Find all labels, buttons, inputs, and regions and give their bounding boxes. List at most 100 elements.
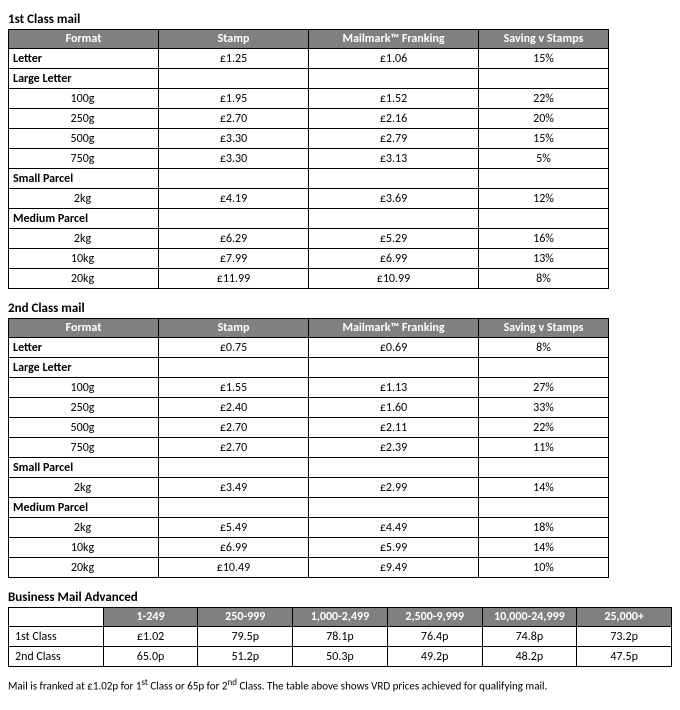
stamp-cell: £5.49	[159, 518, 309, 538]
franking-cell: £5.99	[309, 538, 479, 558]
weight-label: 10kg	[9, 249, 159, 269]
col-range-3: 1,000-2,499	[293, 608, 388, 627]
saving-cell: 8%	[479, 269, 609, 289]
table-row: 750g£3.30£3.135%	[9, 149, 609, 169]
weight-label: 100g	[9, 378, 159, 398]
second-class-title: 2nd Class mail	[8, 301, 672, 316]
table-row: 2kg£3.49£2.9914%	[9, 478, 609, 498]
table-row: Large Letter	[9, 69, 609, 89]
franking-cell: £4.49	[309, 518, 479, 538]
saving-cell: 12%	[479, 189, 609, 209]
footnote-sup: nd	[227, 677, 236, 688]
table-header-row: 1-249 250-999 1,000-2,499 2,500-9,999 10…	[9, 608, 672, 627]
stamp-cell	[159, 358, 309, 378]
price-cell: 79.5p	[198, 627, 293, 647]
saving-cell	[479, 358, 609, 378]
franking-cell: £9.49	[309, 558, 479, 578]
stamp-cell: £2.70	[159, 109, 309, 129]
bma-table: 1-249 250-999 1,000-2,499 2,500-9,999 10…	[8, 607, 672, 667]
weight-label: 250g	[9, 109, 159, 129]
col-range-2: 250-999	[198, 608, 293, 627]
saving-cell	[479, 498, 609, 518]
col-saving: Saving v Stamps	[479, 319, 609, 338]
price-cell: 74.8p	[482, 627, 577, 647]
format-label: Large Letter	[9, 69, 159, 89]
stamp-cell: £11.99	[159, 269, 309, 289]
stamp-cell: £3.30	[159, 149, 309, 169]
table-row: 1st Class£1.0279.5p78.1p76.4p74.8p73.2p	[9, 627, 672, 647]
col-stamp: Stamp	[159, 30, 309, 49]
format-label: Medium Parcel	[9, 498, 159, 518]
saving-cell: 16%	[479, 229, 609, 249]
weight-label: 20kg	[9, 269, 159, 289]
col-franking: Mailmark™ Franking	[309, 319, 479, 338]
stamp-cell: £1.55	[159, 378, 309, 398]
weight-label: 500g	[9, 129, 159, 149]
stamp-cell: £1.95	[159, 89, 309, 109]
franking-cell: £3.69	[309, 189, 479, 209]
weight-label: 750g	[9, 438, 159, 458]
table-row: 20kg£10.49£9.4910%	[9, 558, 609, 578]
stamp-cell: £0.75	[159, 338, 309, 358]
stamp-cell: £2.70	[159, 438, 309, 458]
table-row: Letter£1.25£1.0615%	[9, 49, 609, 69]
table-row: 750g£2.70£2.3911%	[9, 438, 609, 458]
table-row: 2nd Class65.0p51.2p50.3p49.2p48.2p47.5p	[9, 647, 672, 667]
price-cell: 50.3p	[293, 647, 388, 667]
price-cell: 49.2p	[387, 647, 482, 667]
table-row: 10kg£7.99£6.9913%	[9, 249, 609, 269]
saving-cell: 14%	[479, 478, 609, 498]
saving-cell: 20%	[479, 109, 609, 129]
table-row: Medium Parcel	[9, 498, 609, 518]
table-header-row: Format Stamp Mailmark™ Franking Saving v…	[9, 30, 609, 49]
franking-cell: £5.29	[309, 229, 479, 249]
franking-cell: £0.69	[309, 338, 479, 358]
price-cell: 78.1p	[293, 627, 388, 647]
weight-label: 2kg	[9, 229, 159, 249]
franking-cell	[309, 169, 479, 189]
class-label: 2nd Class	[9, 647, 104, 667]
franking-cell: £6.99	[309, 249, 479, 269]
franking-cell	[309, 358, 479, 378]
first-class-title: 1st Class mail	[8, 12, 672, 27]
weight-label: 10kg	[9, 538, 159, 558]
stamp-cell: £2.40	[159, 398, 309, 418]
weight-label: 500g	[9, 418, 159, 438]
format-label: Letter	[9, 338, 159, 358]
franking-cell: £2.79	[309, 129, 479, 149]
table-row: Small Parcel	[9, 458, 609, 478]
price-cell: 51.2p	[198, 647, 293, 667]
table-row: 100g£1.95£1.5222%	[9, 89, 609, 109]
class-label: 1st Class	[9, 627, 104, 647]
saving-cell: 15%	[479, 129, 609, 149]
saving-cell: 27%	[479, 378, 609, 398]
format-label: Small Parcel	[9, 169, 159, 189]
footnote-part: Class. The table above shows VRD prices …	[237, 680, 547, 693]
franking-cell: £10.99	[309, 269, 479, 289]
stamp-cell	[159, 498, 309, 518]
saving-cell: 15%	[479, 49, 609, 69]
table-row: Letter£0.75£0.698%	[9, 338, 609, 358]
saving-cell: 11%	[479, 438, 609, 458]
franking-cell: £2.99	[309, 478, 479, 498]
stamp-cell: £10.49	[159, 558, 309, 578]
saving-cell: 22%	[479, 89, 609, 109]
stamp-cell: £4.19	[159, 189, 309, 209]
bma-title: Business Mail Advanced	[8, 590, 672, 605]
col-stamp: Stamp	[159, 319, 309, 338]
weight-label: 2kg	[9, 478, 159, 498]
col-saving: Saving v Stamps	[479, 30, 609, 49]
saving-cell: 10%	[479, 558, 609, 578]
price-cell: 76.4p	[387, 627, 482, 647]
table-row: Small Parcel	[9, 169, 609, 189]
weight-label: 2kg	[9, 189, 159, 209]
saving-cell: 5%	[479, 149, 609, 169]
saving-cell: 14%	[479, 538, 609, 558]
price-cell: 47.5p	[577, 647, 672, 667]
col-format: Format	[9, 30, 159, 49]
table-row: 2kg£4.19£3.6912%	[9, 189, 609, 209]
col-blank	[9, 608, 104, 627]
footnote-part: Class or 65p for 2	[148, 680, 228, 693]
footnote-part: Mail is franked at £1.02p for 1	[8, 680, 141, 693]
col-franking: Mailmark™ Franking	[309, 30, 479, 49]
